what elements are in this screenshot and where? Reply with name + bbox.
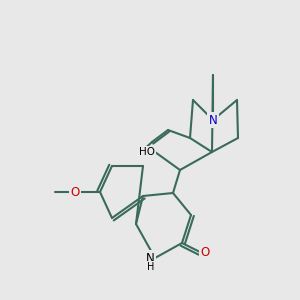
Text: HO: HO (139, 147, 155, 157)
Text: N: N (208, 113, 217, 127)
Text: O: O (200, 245, 209, 259)
Text: N: N (146, 251, 155, 265)
Text: O: O (70, 185, 80, 199)
Text: H: H (147, 262, 155, 272)
